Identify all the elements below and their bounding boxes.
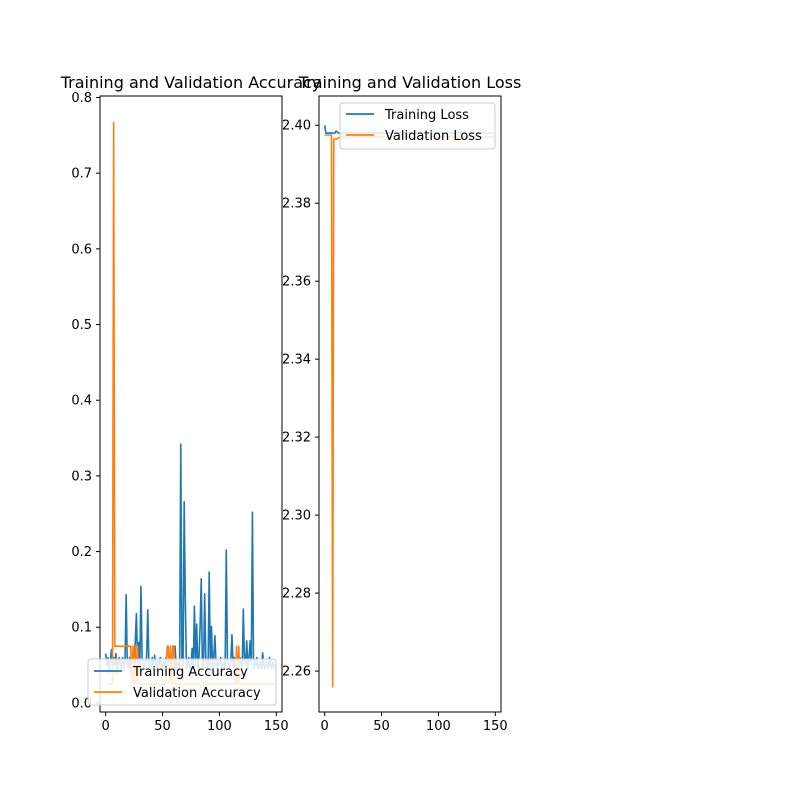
accuracy-legend: Training Accuracy Validation Accuracy [87,658,277,706]
accuracy-y-tick-label: 0.1 [71,621,92,636]
loss-y-tick-label: 2.26 [282,665,311,680]
loss-y-tick-label: 2.32 [282,431,311,446]
loss-y-tick-label: 2.36 [282,275,311,290]
loss-y-tick-label: 2.28 [282,587,311,602]
accuracy-plot-frame [99,95,283,713]
loss-legend-box [339,102,496,150]
loss-legend-label-training: Training Loss [384,108,469,123]
accuracy-x-tick-label: 0 [102,719,110,734]
loss-plot-frame [318,95,502,713]
loss-x-tick-label: 50 [373,719,390,734]
loss-chart-title: Training and Validation Loss [298,73,522,92]
loss-x-tick-label: 150 [483,719,508,734]
accuracy-y-tick-label: 0.7 [71,167,92,182]
loss-y-tick-label: 2.40 [282,119,311,134]
accuracy-x-tick-label: 150 [264,719,289,734]
loss-chart: 0 50 100 150 2.262.282.302.322.342.362.382.… [282,73,521,734]
accuracy-x-ticks: 0 50 100 150 [102,712,289,734]
accuracy-chart-title: Training and Validation Accuracy [60,73,322,92]
accuracy-y-tick-label: 0.3 [71,469,92,484]
accuracy-y-tick-label: 0.2 [71,545,92,560]
accuracy-legend-label-training: Training Accuracy [132,665,248,680]
loss-x-tick-label: 100 [426,719,451,734]
loss-y-tick-label: 2.38 [282,197,311,212]
accuracy-y-tick-label: 0.6 [71,242,92,257]
loss-y-tick-label: 2.34 [282,353,311,368]
accuracy-y-tick-label: 0.8 [71,91,92,106]
accuracy-x-tick-label: 100 [207,719,232,734]
loss-legend-label-validation: Validation Loss [385,129,482,144]
accuracy-legend-box [87,658,277,706]
loss-y-ticks: 2.26 2.28 2.30 2.32 2.34 2.36 2.38 2.40 [282,119,319,680]
accuracy-y-ticks: 0.0 0.1 0.2 0.3 0.4 0.5 0.6 0.7 0.8 [71,91,100,711]
loss-x-ticks: 0 50 100 150 [321,712,508,734]
loss-y-tick-label: 2.30 [282,509,311,524]
accuracy-legend-label-validation: Validation Accuracy [133,686,261,701]
accuracy-x-tick-label: 50 [154,719,171,734]
loss-x-tick-label: 0 [321,719,329,734]
accuracy-y-tick-label: 0.5 [71,318,92,333]
accuracy-y-tick-label: 0.0 [71,696,92,711]
accuracy-chart: 0 50 100 150 0.0 0.1 0.2 0.3 0.4 0.5 0.6 0.7 0.8 Tr… [60,73,322,734]
loss-legend: Training Loss Validation Loss [339,102,496,150]
accuracy-y-tick-label: 0.4 [71,394,92,409]
